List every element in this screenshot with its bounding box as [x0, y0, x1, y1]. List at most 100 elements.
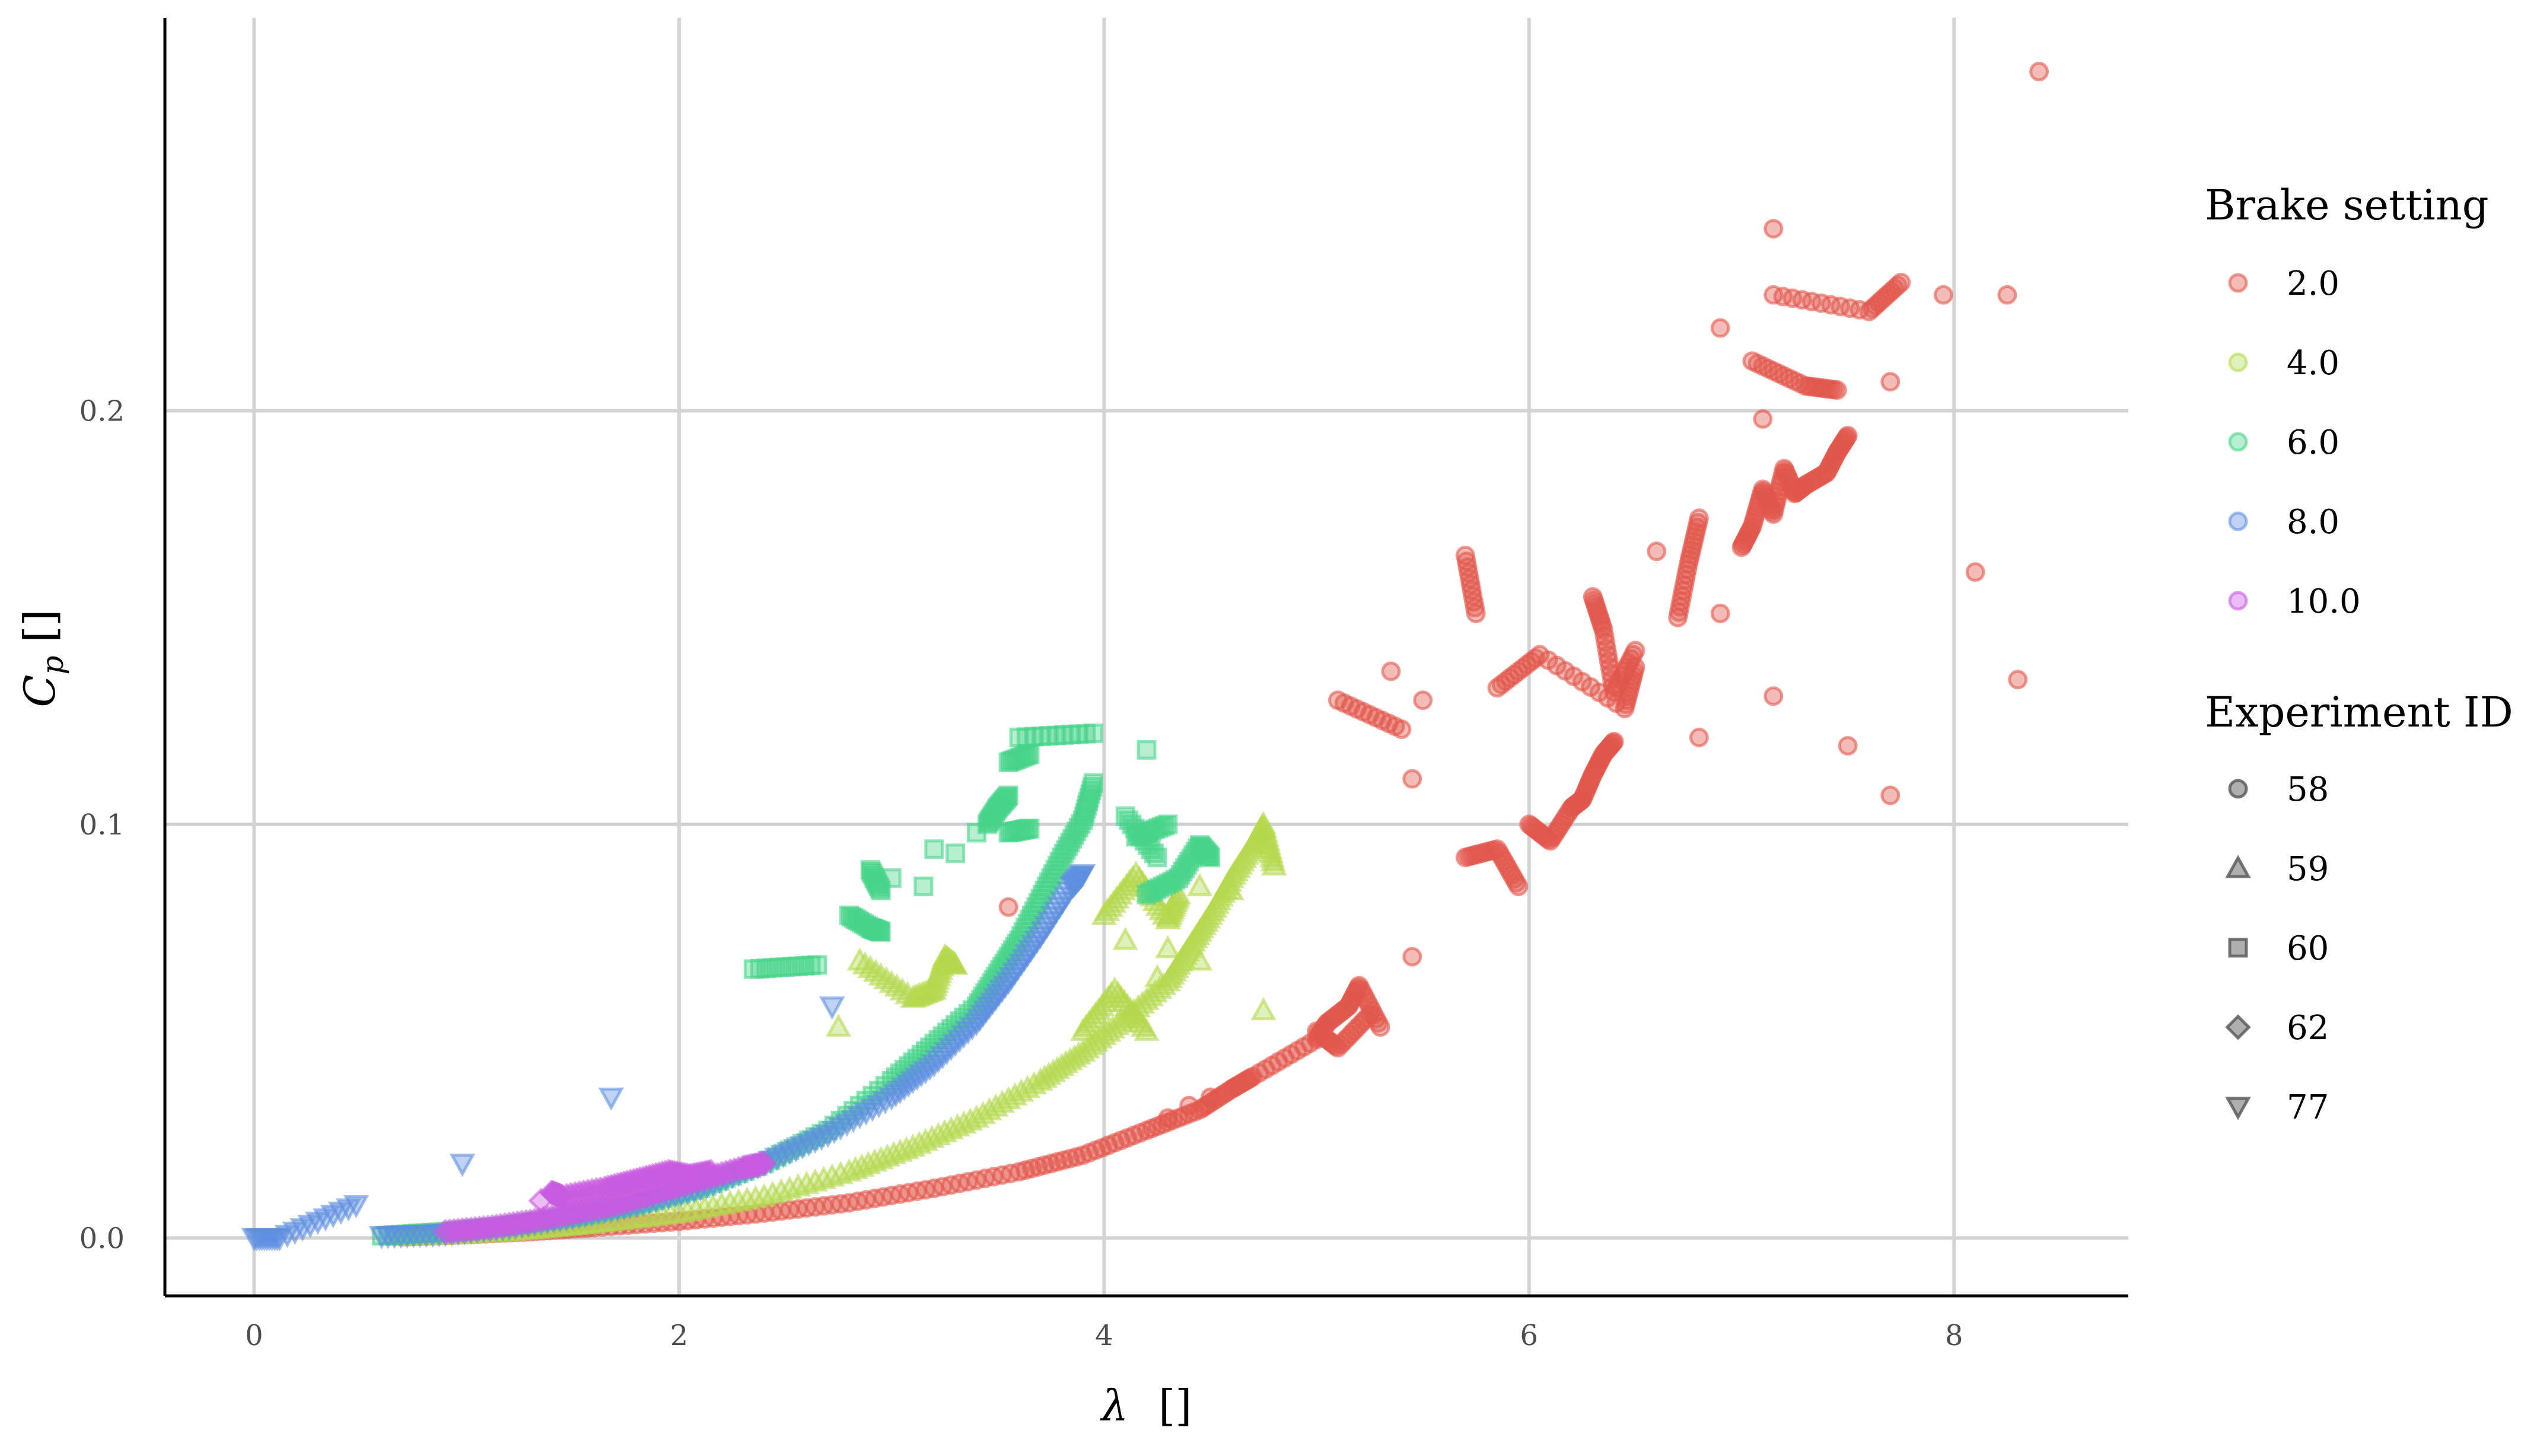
data-point: [696, 1159, 722, 1186]
data-point: [1250, 997, 1277, 1021]
legend-color-label: 10.0: [2287, 582, 2361, 621]
data-point: [1506, 872, 1526, 893]
x-tick-label: 8: [1945, 1319, 1963, 1352]
y-tick-label: 0.1: [79, 808, 125, 842]
data-point: [830, 1194, 851, 1214]
data-point: [946, 843, 966, 864]
data-point: [683, 1196, 709, 1220]
data-point: [1647, 541, 1667, 562]
data-point: [870, 922, 890, 942]
legend-color-label: 8.0: [2287, 503, 2339, 541]
legend-shape-label: 77: [2287, 1088, 2329, 1127]
data-point: [924, 839, 944, 859]
data-point: [1155, 935, 1181, 958]
data-point: [598, 1087, 625, 1111]
y-tick-label: 0.0: [79, 1222, 125, 1255]
legend-color-swatch: [2228, 591, 2248, 611]
legend-color-swatch: [2228, 511, 2248, 531]
legend-shape-swatch: [2225, 1097, 2251, 1120]
data-point: [870, 878, 890, 899]
data-point: [776, 1142, 803, 1165]
data-point: [857, 955, 884, 979]
data-point: [674, 1198, 701, 1222]
legend-color-label: 2.0: [2287, 265, 2339, 303]
data-point: [795, 1133, 822, 1157]
legend-color-label: 4.0: [2287, 344, 2339, 383]
data-point: [734, 1186, 760, 1210]
legend: Brake setting Experiment ID 2.0 4.0 6.0 8.0…: [2205, 181, 2513, 1127]
data-point: [1112, 926, 1138, 950]
data-point: [852, 951, 878, 974]
data-point: [1965, 562, 1985, 582]
data-point: [801, 955, 821, 976]
data-point: [1824, 380, 1844, 400]
legend-shape-title: Experiment ID: [2205, 688, 2513, 737]
legend-shape-swatch: [2225, 855, 2251, 878]
data-point: [1130, 1014, 1157, 1037]
data-point: [1083, 776, 1103, 797]
data-point: [708, 1191, 735, 1215]
data-point: [1710, 603, 1730, 623]
x-axis-title: λ []: [1100, 1381, 1192, 1430]
data-point: [1413, 690, 1433, 711]
data-point: [846, 1106, 873, 1130]
legend-shape-swatch: [2228, 938, 2248, 958]
axes: [163, 18, 2128, 1298]
x-tick-label: 4: [1095, 1319, 1113, 1352]
data-point: [1137, 740, 1157, 760]
data-point: [770, 1145, 797, 1168]
legend-shape-swatch: [2228, 779, 2248, 799]
legend-color-swatch: [2228, 273, 2248, 293]
data-point: [1753, 409, 1773, 429]
data-point: [819, 996, 845, 1020]
data-point: [1764, 686, 1784, 706]
data-point: [725, 1188, 752, 1212]
data-point: [846, 947, 873, 971]
data-point: [913, 877, 934, 897]
data-point: [1688, 513, 1708, 533]
data-point: [1357, 1008, 1377, 1028]
y-tick-label: 0.2: [79, 395, 125, 428]
data-point: [1933, 285, 1953, 305]
data-point: [749, 1151, 775, 1177]
data-point: [860, 1098, 886, 1122]
data-point: [1997, 285, 2017, 305]
data-point: [743, 1184, 769, 1208]
legend-shape-label: 58: [2287, 770, 2329, 809]
y-axis-title: Cp[]: [15, 609, 70, 707]
data-point: [449, 1154, 476, 1177]
data-point: [808, 1127, 835, 1151]
data-point: [1603, 733, 1623, 753]
data-point: [1887, 275, 1908, 295]
data-point: [873, 966, 899, 989]
data-point: [840, 1110, 867, 1133]
data-point: [1260, 848, 1286, 872]
data-point: [862, 958, 889, 982]
legend-shape-label: 60: [2287, 929, 2329, 968]
data-point: [1076, 724, 1096, 744]
data-point: [997, 786, 1017, 807]
data-point: [1402, 769, 1422, 789]
data-point: [1880, 372, 1901, 392]
data-point: [717, 1190, 743, 1213]
legend-color-title: Brake setting: [2205, 181, 2489, 230]
data-point: [1689, 727, 1709, 747]
data-point: [1144, 843, 1164, 864]
data-points: [241, 62, 2049, 1252]
data-point: [335, 1198, 362, 1222]
data-point: [915, 1180, 935, 1200]
data-point: [827, 1117, 854, 1141]
legend-color-label: 6.0: [2287, 423, 2339, 462]
data-point: [700, 1193, 726, 1216]
data-point: [2029, 62, 2049, 82]
x-tick-label: 6: [1520, 1319, 1539, 1352]
data-point: [1836, 427, 1857, 447]
data-point: [1199, 846, 1220, 866]
data-point: [783, 1139, 809, 1163]
legend-color-swatch: [2228, 352, 2248, 372]
data-point: [657, 1200, 684, 1224]
tick-labels: 0 2 4 6 8 0.0 0.1 0.2: [79, 395, 1963, 1352]
data-point: [1017, 819, 1037, 839]
legend-shape-swatch: [2225, 1014, 2251, 1040]
